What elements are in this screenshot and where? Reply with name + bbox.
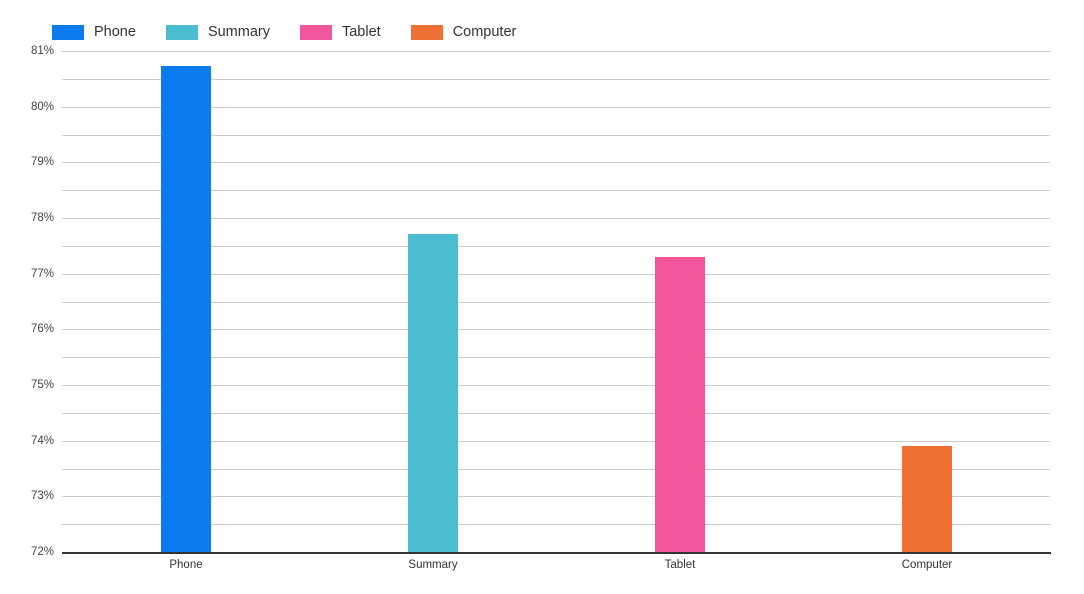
gridline	[62, 274, 1050, 275]
legend-swatch-computer	[410, 24, 443, 40]
legend-label: Phone	[94, 23, 136, 40]
y-axis-tick-label: 72%	[30, 546, 54, 558]
y-axis-tick-label: 80%	[30, 101, 54, 113]
x-axis-tick-label-tablet: Tablet	[664, 559, 696, 571]
legend-swatch-tablet	[299, 24, 332, 40]
legend-item-tablet[interactable]: Tablet	[299, 23, 381, 40]
chart-legend: Phone Summary Tablet Computer	[52, 22, 546, 42]
gridline	[62, 524, 1050, 525]
bar-summary[interactable]	[408, 234, 458, 552]
y-axis-tick-label: 76%	[30, 323, 54, 335]
x-axis-line	[62, 552, 1051, 554]
gridline	[62, 218, 1050, 219]
gridline	[62, 329, 1050, 330]
bar-phone[interactable]	[161, 66, 211, 552]
gridline	[62, 385, 1050, 386]
legend-label: Computer	[452, 23, 517, 40]
gridline	[62, 302, 1050, 303]
y-axis-tick-label: 78%	[30, 212, 54, 224]
gridline	[62, 162, 1050, 163]
y-axis-tick-label: 77%	[30, 268, 54, 280]
gridline	[62, 79, 1050, 80]
x-axis-tick-label-computer: Computer	[901, 559, 953, 571]
gridline	[62, 135, 1050, 136]
y-axis-tick-label: 75%	[30, 379, 54, 391]
x-axis-labels: Phone Summary Tablet Computer	[62, 557, 1050, 581]
bar-computer[interactable]	[902, 446, 952, 552]
gridline	[62, 496, 1050, 497]
gridline	[62, 246, 1050, 247]
gridline	[62, 190, 1050, 191]
gridline	[62, 357, 1050, 358]
gridline	[62, 469, 1050, 470]
y-axis-labels: 81% 80% 79% 78% 77% 76% 75% 74% 73% 72%	[0, 45, 1084, 558]
y-axis-tick-label: 81%	[30, 45, 54, 57]
legend-swatch-summary	[165, 24, 198, 40]
y-axis-tick-label: 73%	[30, 490, 54, 502]
gridline	[62, 413, 1050, 414]
y-axis-tick-label: 79%	[30, 156, 54, 168]
legend-item-summary[interactable]: Summary	[165, 23, 270, 40]
bar-tablet[interactable]	[655, 257, 705, 552]
legend-item-computer[interactable]: Computer	[410, 23, 517, 40]
gridline	[62, 107, 1050, 108]
legend-swatch-phone	[52, 24, 84, 40]
gridline	[62, 441, 1050, 442]
x-axis-tick-label-phone: Phone	[169, 559, 203, 571]
y-axis-tick-label: 74%	[30, 435, 54, 447]
legend-item-phone[interactable]: Phone	[52, 23, 136, 40]
legend-label: Tablet	[341, 23, 381, 40]
legend-label: Summary	[207, 23, 270, 40]
plot-area	[62, 51, 1050, 553]
x-axis-tick-label-summary: Summary	[408, 559, 458, 571]
gridline	[62, 51, 1050, 52]
